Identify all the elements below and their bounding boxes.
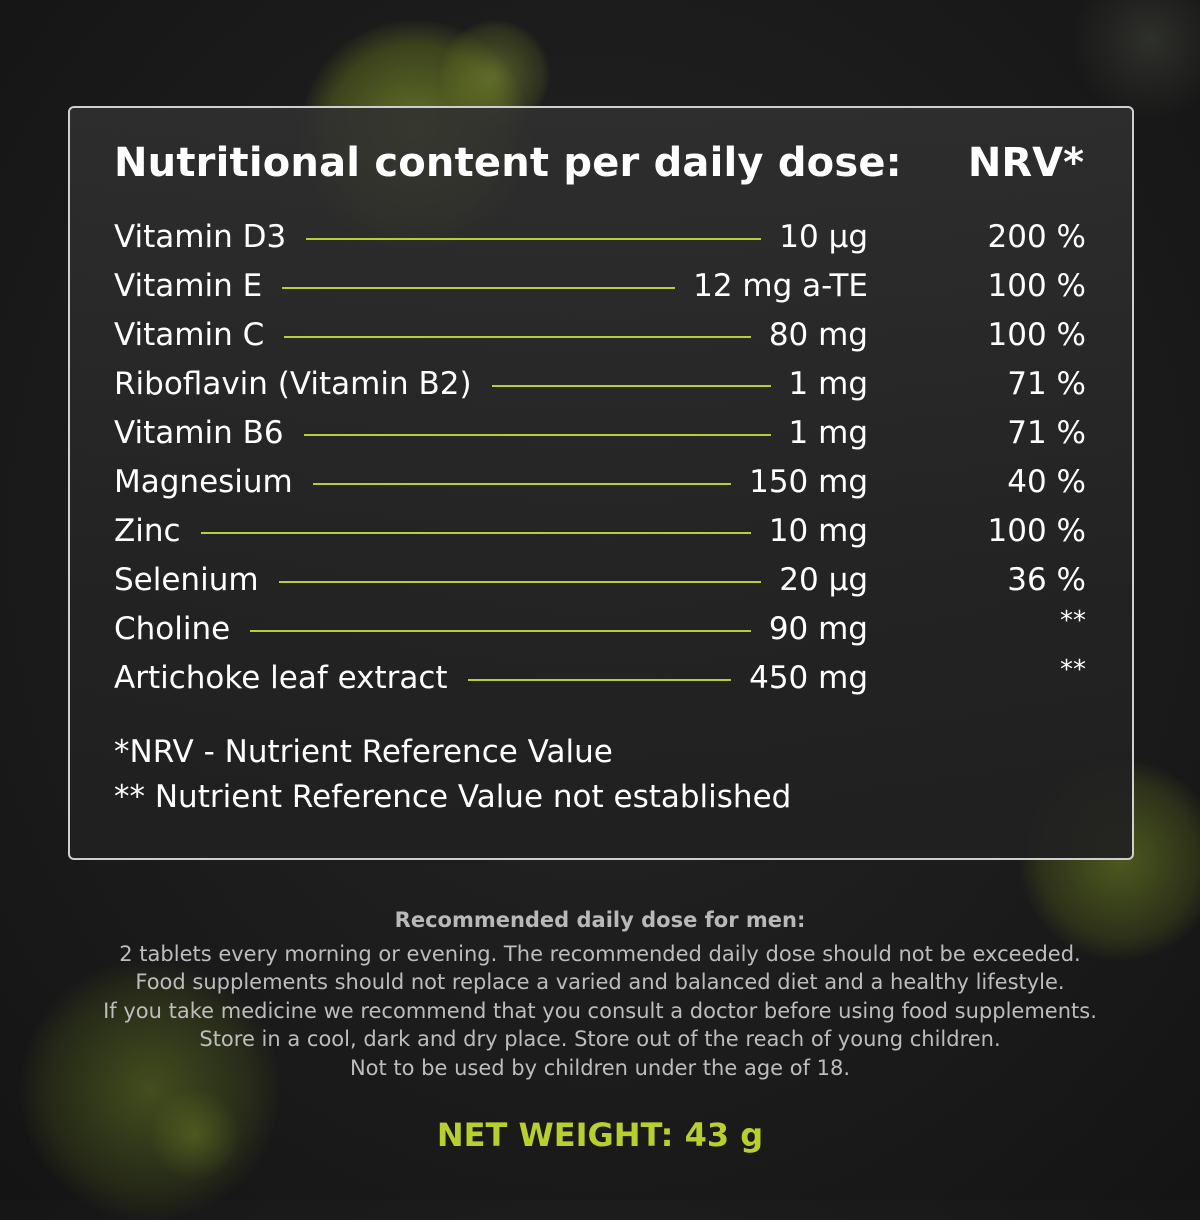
nutrient-name: Vitamin E (114, 268, 263, 304)
nutrient-name: Vitamin C (114, 317, 265, 353)
nutrient-nrv: 100 % (987, 268, 1086, 304)
nutrient-amount: 10 mg (768, 513, 868, 549)
nrv-header: NRV* (967, 140, 1084, 186)
nutrient-amount: 1 mg (788, 366, 868, 402)
nutrient-nrv: 71 % (1007, 366, 1086, 402)
nutrient-amount: 80 mg (768, 317, 868, 353)
nutrient-name: Choline (114, 611, 231, 647)
nutrient-nrv: 40 % (1007, 464, 1086, 500)
nutrient-row: Riboflavin (Vitamin B2) 1 mg 71 % (114, 364, 1086, 404)
nutrient-nrv: 200 % (987, 219, 1086, 255)
nutrient-nrv: ** (1060, 606, 1086, 636)
nutrient-amount: 20 µg (779, 562, 868, 598)
nutrient-name: Vitamin B6 (114, 415, 284, 451)
nutrient-row: Vitamin D3 10 µg 200 % (114, 217, 1086, 257)
leader-line (492, 385, 771, 387)
instruction-line: If you take medicine we recommend that y… (103, 998, 1097, 1023)
nutrient-row: Zinc 10 mg 100 % (114, 511, 1086, 551)
nutrient-name: Riboflavin (Vitamin B2) (114, 366, 472, 402)
nutrient-nrv: 36 % (1007, 562, 1086, 598)
dose-heading: Recommended daily dose for men: (394, 908, 806, 932)
nutrient-row: Vitamin B6 1 mg 71 % (114, 413, 1086, 453)
nutrient-amount: 90 mg (768, 611, 868, 647)
instruction-line: 2 tablets every morning or evening. The … (119, 942, 1081, 966)
nutrient-nrv: 100 % (987, 513, 1086, 549)
nutrient-nrv: ** (1060, 655, 1086, 685)
nutrient-row: Selenium 20 µg 36 % (114, 560, 1086, 600)
nutrient-amount: 1 mg (788, 415, 868, 451)
nutrient-name: Zinc (114, 513, 181, 549)
footnote-not-established: ** Nutrient Reference Value not establis… (114, 779, 792, 815)
panel-title: Nutritional content per daily dose: (114, 140, 902, 186)
nutrient-row: Artichoke leaf extract 450 mg ** (114, 655, 1086, 698)
leader-line (306, 238, 761, 240)
nutrient-name: Magnesium (114, 464, 293, 500)
leader-line (313, 483, 731, 485)
nutrient-row: Choline 90 mg ** (114, 606, 1086, 649)
leader-line (201, 532, 751, 534)
nutrient-amount: 12 mg a-TE (693, 268, 868, 304)
bokeh-light (1070, 0, 1200, 120)
nutrient-row: Vitamin E 12 mg a-TE 100 % (114, 266, 1086, 306)
nutrient-name: Vitamin D3 (114, 219, 287, 255)
net-weight: NET WEIGHT: 43 g (436, 1116, 764, 1154)
leader-line (250, 630, 751, 632)
leader-line (304, 434, 771, 436)
nutrient-nrv: 71 % (1007, 415, 1086, 451)
nutrient-nrv: 100 % (987, 317, 1086, 353)
leader-line (284, 336, 751, 338)
footnote-nrv: *NRV - Nutrient Reference Value (114, 734, 613, 770)
nutrient-amount: 10 µg (779, 219, 868, 255)
nutrient-name: Artichoke leaf extract (114, 660, 448, 696)
nutrient-amount: 450 mg (749, 660, 868, 696)
nutrient-row: Magnesium 150 mg 40 % (114, 462, 1086, 502)
leader-line (468, 679, 731, 681)
dose-instructions: 2 tablets every morning or evening. The … (0, 940, 1200, 1082)
nutrient-name: Selenium (114, 562, 259, 598)
instruction-line: Not to be used by children under the age… (349, 1055, 851, 1080)
nutrient-amount: 150 mg (749, 464, 868, 500)
leader-line (279, 581, 761, 583)
instruction-line: Store in a cool, dark and dry place. Sto… (199, 1027, 1001, 1052)
nutrient-row: Vitamin C 80 mg 100 % (114, 315, 1086, 355)
leader-line (282, 287, 675, 289)
instruction-line: Food supplements should not replace a va… (135, 970, 1065, 995)
